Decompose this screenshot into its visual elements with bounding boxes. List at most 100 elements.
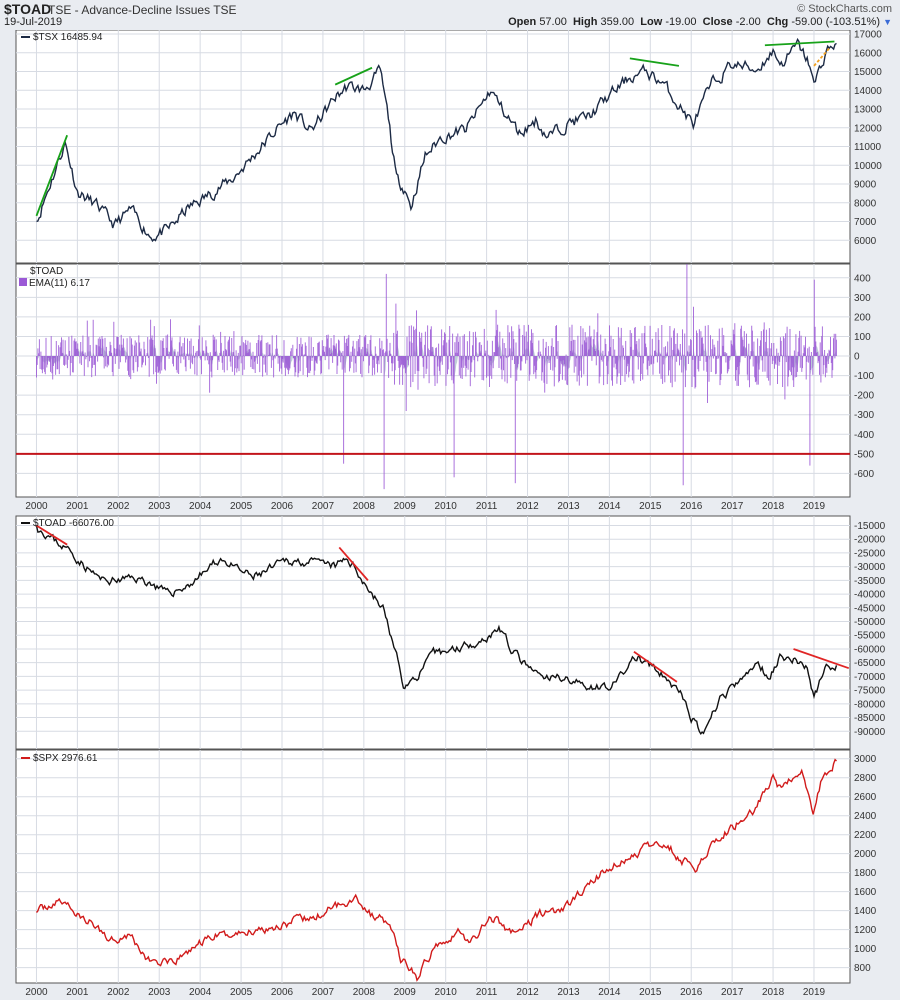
y-tick-label: 15000 <box>854 67 882 78</box>
low-label: Low <box>640 16 663 28</box>
y-tick-label: 16000 <box>854 48 882 59</box>
toad-panel-background <box>15 263 851 498</box>
y-tick-label: -65000 <box>854 658 886 669</box>
trendline-green <box>629 57 680 67</box>
x-tick-label: 2002 <box>107 501 130 512</box>
x-tick-label: 2019 <box>803 987 826 998</box>
y-tick-label: 1400 <box>854 906 877 917</box>
y-tick-label: 2400 <box>854 811 877 822</box>
trendline-red <box>793 648 850 670</box>
ema-panel-label: EMA(11) 6.17 <box>29 278 90 289</box>
ema-legend-swatch <box>19 278 27 286</box>
x-tick-label: 2007 <box>312 987 335 998</box>
triangle-down-icon[interactable]: ▼ <box>883 17 892 27</box>
x-axis-upper: 2000 2001 2002 2003 2004 2005 2006 2007 2008 2009… <box>25 501 825 512</box>
y-tick-label: 200 <box>854 312 871 323</box>
y-tick-label: 300 <box>854 293 871 304</box>
tsx-price-panel: 6000 7000 8000 9000 10000 11000 12000 13000 1400… <box>15 30 882 264</box>
chart-area: 6000700080009000100001100012000130001400… <box>15 30 886 998</box>
cumulative-series-line <box>35 525 838 736</box>
brand-label: © StockCharts.com <box>797 3 892 15</box>
x-tick-label: 2000 <box>25 501 48 512</box>
chart-date: 19-Jul-2019 <box>4 16 63 28</box>
x-tick-label: 2008 <box>353 501 376 512</box>
y-tick-label: -15000 <box>854 521 886 532</box>
y-tick-label: 14000 <box>854 86 882 97</box>
x-tick-label: 2016 <box>680 501 703 512</box>
x-tick-label: 2013 <box>557 501 580 512</box>
high-label: High <box>572 16 598 28</box>
x-tick-label: 2005 <box>230 501 253 512</box>
y-tick-label: -100 <box>854 371 874 382</box>
ohlc-readout: Open 57.00 High 359.00 Low -19.00 Close … <box>508 16 892 28</box>
x-tick-label: 2014 <box>598 987 621 998</box>
x-tick-label: 2003 <box>148 987 171 998</box>
trendline-red <box>338 546 369 581</box>
toad-panel-label: $TOAD <box>30 266 63 277</box>
y-tick-label: 17000 <box>854 30 882 41</box>
x-tick-label: 2010 <box>435 501 458 512</box>
y-tick-label: -25000 <box>854 548 886 559</box>
x-tick-label: 2004 <box>189 987 212 998</box>
y-tick-label: 800 <box>854 963 871 974</box>
y-tick-label: -300 <box>854 410 874 421</box>
chg-label: Chg <box>766 16 789 28</box>
spx-series-line <box>35 758 837 982</box>
chg-value: -59.00 (-103.51%) <box>791 16 881 28</box>
trendline-green <box>35 134 68 217</box>
y-tick-label: -200 <box>854 391 874 402</box>
x-tick-label: 2004 <box>189 501 212 512</box>
x-tick-label: 2016 <box>680 987 703 998</box>
toad-cumulative-panel: -15000 -20000 -25000 -30000 -35000 -40000 -450… <box>15 515 886 750</box>
y-tick-label: 0 <box>854 352 860 363</box>
y-tick-label: -500 <box>854 449 874 460</box>
y-tick-label: 2200 <box>854 830 877 841</box>
y-tick-label: 100 <box>854 332 871 343</box>
spx-panel-label: $SPX 2976.61 <box>33 753 98 764</box>
y-tick-label: 2600 <box>854 792 877 803</box>
y-tick-label: -45000 <box>854 603 886 614</box>
trendline-orange <box>813 46 832 67</box>
chart-header: $TOAD TSE - Advance-Decline Issues TSE 1… <box>0 0 900 30</box>
x-tick-label: 2003 <box>148 501 171 512</box>
x-tick-label: 2009 <box>394 501 417 512</box>
y-tick-label: -75000 <box>854 686 886 697</box>
trendline-red <box>35 524 68 546</box>
y-tick-label: -70000 <box>854 672 886 683</box>
y-tick-label: 1000 <box>854 944 877 955</box>
symbol-title: $TOAD <box>4 1 52 17</box>
y-tick-label: 13000 <box>854 105 882 116</box>
x-tick-label: 2006 <box>271 501 294 512</box>
symbol-description: TSE - Advance-Decline Issues TSE <box>48 3 237 17</box>
x-tick-label: 2019 <box>803 501 826 512</box>
x-tick-label: 2011 <box>476 501 498 512</box>
y-tick-label: -80000 <box>854 699 886 710</box>
x-tick-label: 2018 <box>762 987 785 998</box>
x-tick-label: 2001 <box>66 987 89 998</box>
y-tick-label: -30000 <box>854 562 886 573</box>
x-tick-label: 2011 <box>476 987 498 998</box>
y-tick-label: -40000 <box>854 590 886 601</box>
x-tick-label: 2007 <box>312 501 335 512</box>
x-tick-label: 2014 <box>598 501 621 512</box>
open-value: 57.00 <box>539 16 567 28</box>
tsx-panel-label: $TSX 16485.94 <box>33 32 103 43</box>
y-tick-label: 8000 <box>854 198 877 209</box>
y-tick-label: -20000 <box>854 535 886 546</box>
y-tick-label: -60000 <box>854 644 886 655</box>
y-tick-label: 6000 <box>854 236 877 247</box>
y-tick-label: 9000 <box>854 180 877 191</box>
x-tick-label: 2013 <box>557 987 580 998</box>
y-tick-label: -35000 <box>854 576 886 587</box>
x-tick-label: 2010 <box>435 987 458 998</box>
x-tick-label: 2012 <box>516 501 539 512</box>
y-tick-label: 1200 <box>854 925 877 936</box>
tsx-series-line <box>36 37 837 243</box>
y-tick-label: -85000 <box>854 713 886 724</box>
y-tick-label: -90000 <box>854 727 886 738</box>
y-tick-label: 10000 <box>854 161 882 172</box>
y-tick-label: 400 <box>854 273 871 284</box>
trendline-green <box>334 66 373 86</box>
spx-panel: 800 1000 1200 1400 1600 1800 2000 2200 2400 2600 2… <box>15 749 877 984</box>
x-tick-label: 2012 <box>516 987 539 998</box>
